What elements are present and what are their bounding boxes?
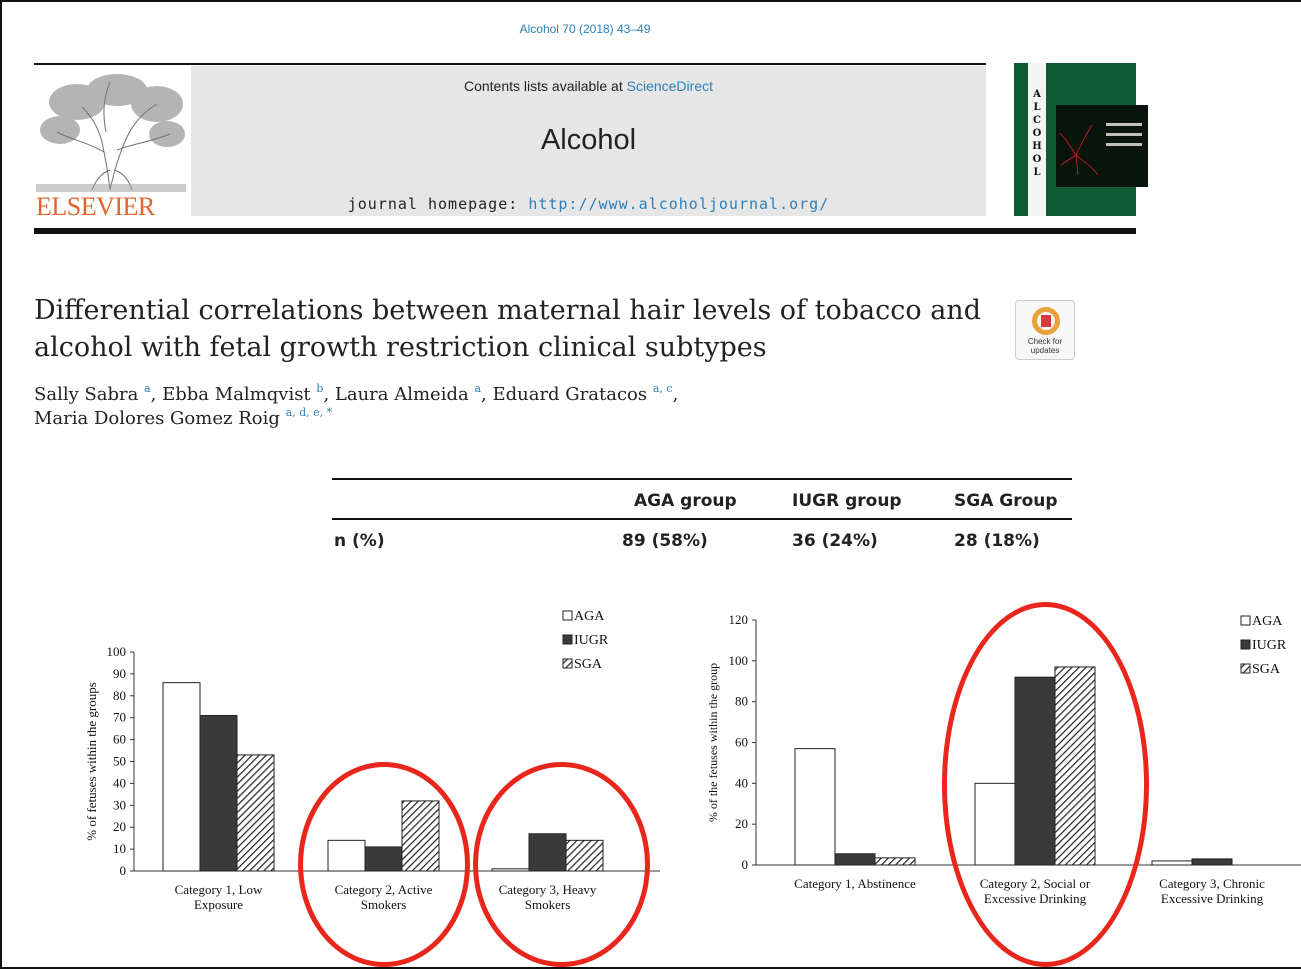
category-label: Category 1, Abstinence: [794, 876, 916, 891]
y-tick-label: 100: [107, 644, 127, 659]
legend-swatch-iugr: [1240, 639, 1251, 650]
author-name[interactable]: Ebba Malmqvist: [162, 384, 317, 405]
legend-label-iugr: IUGR: [574, 633, 609, 648]
author-name[interactable]: Eduard Gratacos: [492, 384, 653, 405]
sciencedirect-link[interactable]: ScienceDirect: [626, 78, 713, 94]
author-affiliation[interactable]: a, c: [652, 382, 673, 395]
bookmark-icon: [1041, 315, 1051, 327]
bar-sga: [236, 754, 275, 872]
bar-aga: [1151, 860, 1193, 866]
author-name[interactable]: Maria Dolores Gomez Roig: [34, 408, 286, 429]
journal-citation[interactable]: Alcohol 70 (2018) 43–49: [519, 22, 651, 36]
author-name[interactable]: Sally Sabra: [34, 384, 145, 405]
table-header-sga: SGA Group: [954, 491, 1058, 511]
table-row-label: n (%): [334, 531, 385, 551]
legend-label-sga: SGA: [1252, 662, 1281, 677]
y-tick-label: 60: [735, 735, 748, 750]
category-label: Exposure: [194, 897, 243, 912]
author-list: Sally Sabra a, Ebba Malmqvist b, Laura A…: [34, 382, 679, 429]
y-tick-label: 20: [735, 816, 748, 831]
y-tick-label: 80: [113, 688, 126, 703]
journal-name: Alcohol: [540, 124, 637, 156]
homepage-link[interactable]: http://www.alcoholjournal.org/: [528, 195, 830, 213]
y-tick-label: 70: [113, 710, 126, 725]
y-tick-label: 60: [113, 732, 126, 747]
homepage-line: journal homepage: http://www.alcoholjour…: [347, 195, 830, 213]
legend-swatch-iugr: [562, 634, 573, 645]
author-affiliation[interactable]: b: [316, 382, 324, 395]
highlight-oval-heavy-smokers: [473, 762, 650, 967]
table-header-aga: AGA group: [634, 491, 737, 511]
check-updates-icon: [1032, 307, 1060, 335]
author-affiliation[interactable]: a: [474, 382, 481, 395]
header-rule: [34, 63, 986, 65]
y-tick-label: 30: [113, 797, 126, 812]
legend-label-aga: AGA: [1252, 614, 1283, 629]
legend-swatch-sga: [562, 658, 573, 669]
table-cell-iugr: 36 (24%): [792, 531, 878, 551]
check-for-updates-button[interactable]: Check for updates: [1015, 300, 1075, 360]
y-tick-label: 80: [735, 694, 748, 709]
table-cell-aga: 89 (58%): [622, 531, 708, 551]
category-label: Category 3, Chronic: [1159, 876, 1265, 891]
table-header-iugr: IUGR group: [792, 491, 902, 511]
author-affiliation[interactable]: a, d, e, *: [285, 406, 333, 419]
legend-label-iugr: IUGR: [1252, 638, 1287, 653]
y-tick-label: 10: [113, 841, 126, 856]
header-thick-rule: [34, 228, 1136, 234]
legend-swatch-aga: [562, 610, 573, 621]
author-affiliation[interactable]: a: [144, 382, 151, 395]
y-tick-label: 120: [729, 612, 749, 627]
highlight-oval-active-smokers: [298, 762, 470, 967]
author-name[interactable]: Laura Almeida: [334, 384, 475, 405]
journal-banner: Contents lists available at ScienceDirec…: [191, 66, 986, 216]
contents-line: Contents lists available at ScienceDirec…: [463, 78, 713, 94]
category-label: Excessive Drinking: [1161, 891, 1264, 906]
y-tick-label: 100: [729, 653, 749, 668]
y-axis-label: % of the fetuses within the group: [706, 663, 720, 822]
legend-swatch-sga: [1240, 663, 1251, 674]
bar-aga: [162, 682, 201, 872]
elsevier-tree-logo: [36, 74, 186, 192]
legend-label-sga: SGA: [574, 657, 603, 672]
bar-iugr: [1191, 858, 1233, 866]
bar-sga: [874, 857, 916, 866]
category-label: Category 1, Low: [175, 882, 263, 897]
bar-iugr: [834, 853, 876, 866]
publisher-wordmark: ELSEVIER: [36, 192, 155, 221]
y-tick-label: 0: [120, 863, 127, 878]
y-tick-label: 90: [113, 666, 126, 681]
y-tick-label: 40: [735, 775, 748, 790]
article-title: Differential correlations between matern…: [34, 295, 981, 363]
y-tick-label: 50: [113, 754, 126, 769]
y-axis-label: % of fetuses within the groups: [84, 682, 99, 841]
bar-iugr: [199, 715, 238, 872]
cover-image: [1056, 105, 1148, 187]
y-tick-label: 0: [742, 857, 749, 872]
highlight-oval-social-drinking: [942, 602, 1149, 967]
y-tick-label: 40: [113, 775, 126, 790]
y-tick-label: 20: [113, 819, 126, 834]
bar-aga: [794, 748, 836, 866]
table-cell-sga: 28 (18%): [954, 531, 1040, 551]
legend-swatch-aga: [1240, 615, 1251, 626]
legend-label-aga: AGA: [574, 609, 605, 624]
